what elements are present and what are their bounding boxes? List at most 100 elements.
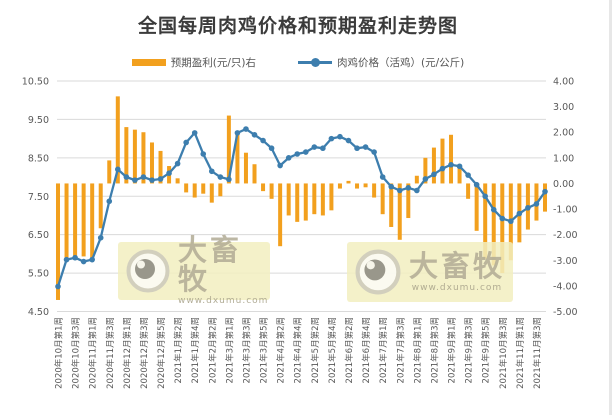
price-marker <box>371 149 377 155</box>
profit-bar <box>457 165 462 184</box>
line-swatch-icon <box>298 58 332 67</box>
profit-bar <box>132 129 137 184</box>
legend-item-profit: 预期盈利(元/只)右 <box>131 55 256 70</box>
price-marker <box>516 210 523 217</box>
watermark-right: 大畜牧 www.dxumu.com <box>347 242 513 302</box>
bar-swatch-icon <box>131 59 166 66</box>
price-marker <box>473 181 480 188</box>
x-tick-label: 2021年9月第5周 <box>481 317 492 383</box>
profit-bar <box>73 183 78 258</box>
y-right-tick-label: -4.00 <box>553 281 578 292</box>
y-right-tick-label: -3.00 <box>553 256 578 267</box>
price-marker <box>345 137 352 144</box>
profit-bar <box>261 183 266 192</box>
y-left-tick-label: 5.50 <box>28 269 49 280</box>
profit-bar <box>90 183 95 258</box>
price-marker <box>508 218 514 225</box>
profit-bar <box>466 183 471 199</box>
profit-bar <box>406 183 411 219</box>
y-left-tick-label: 8.50 <box>28 153 49 164</box>
x-tick-label: 2021年6月第4周 <box>361 317 372 383</box>
price-marker <box>140 174 147 180</box>
price-marker <box>294 151 301 157</box>
price-marker <box>542 188 548 195</box>
legend: 预期盈利(元/只)右 肉鸡价格（活鸡）(元/公斤) <box>0 55 596 70</box>
profit-bar <box>397 183 402 240</box>
x-tick-label: 2020年12月第3周 <box>139 317 150 389</box>
eye-logo-icon <box>126 249 170 293</box>
profit-bar <box>149 142 154 184</box>
price-marker <box>63 256 70 263</box>
price-marker <box>362 144 369 150</box>
profit-bar <box>252 164 257 184</box>
price-line <box>56 127 547 288</box>
watermark-url: www.dxumu.com <box>178 296 269 306</box>
profit-bar <box>474 183 479 231</box>
x-tick-label: 2021年2月第2周 <box>207 317 218 383</box>
x-tick-label: 2021年1月第2周 <box>173 317 184 383</box>
price-marker <box>490 206 497 213</box>
y-right-tick-label: 3.00 <box>553 102 574 113</box>
x-tick-label: 2020年10月第3周 <box>71 317 82 389</box>
profit-bar <box>440 138 445 184</box>
profit-bar <box>209 183 214 203</box>
price-marker <box>396 187 403 194</box>
price-marker <box>337 133 343 140</box>
price-marker <box>448 161 454 168</box>
price-marker <box>260 137 266 144</box>
y-right-tick-label: 1.00 <box>553 153 574 164</box>
x-tick-label: 2021年8月第1周 <box>412 317 423 383</box>
legend-label-price: 肉鸡价格（活鸡）(元/公斤) <box>337 57 465 69</box>
profit-bar <box>355 183 360 189</box>
profit-bar <box>303 183 308 221</box>
price-marker <box>302 149 309 155</box>
x-tick-label: 2021年5月第4周 <box>327 317 338 383</box>
scrollbar-track[interactable] <box>609 0 612 415</box>
x-tick-label: 2021年4月第2周 <box>276 317 287 383</box>
price-marker <box>174 160 181 167</box>
profit-bar <box>243 152 248 184</box>
price-marker <box>379 174 386 180</box>
x-tick-label: 2021年3月第3周 <box>241 317 252 383</box>
y-left-tick-label: 7.50 <box>28 192 49 203</box>
price-marker <box>183 139 189 146</box>
price-marker <box>354 145 360 152</box>
price-marker <box>320 145 326 152</box>
profit-bar <box>329 183 334 211</box>
x-tick-label: 2021年5月第2周 <box>310 317 321 383</box>
x-tick-label: 2021年9月第3周 <box>464 317 475 383</box>
x-tick-label: 2021年3月第1周 <box>224 317 235 383</box>
price-marker <box>243 126 249 132</box>
watermark-left: 大畜牧 www.dxumu.com <box>118 236 270 306</box>
price-marker <box>439 165 446 172</box>
profit-bar <box>56 183 60 300</box>
profit-bar <box>201 183 206 194</box>
profit-bar <box>192 183 197 198</box>
x-tick-label: 2021年8月第3周 <box>429 317 440 383</box>
y-right-tick-label: -2.00 <box>553 230 578 241</box>
price-marker <box>414 187 420 194</box>
price-marker <box>251 131 258 138</box>
price-marker <box>132 177 138 183</box>
price-marker <box>431 171 437 178</box>
profit-bar <box>389 183 394 227</box>
price-marker <box>115 166 121 173</box>
price-marker <box>157 176 164 182</box>
y-right-tick-label: -1.00 <box>553 205 578 216</box>
x-tick-label: 2021年11月第1周 <box>515 317 526 389</box>
profit-bar <box>295 183 300 222</box>
price-marker <box>72 254 78 261</box>
profit-bar <box>423 157 428 184</box>
price-marker <box>499 215 506 222</box>
profit-bar <box>491 183 496 266</box>
x-tick-label: 2021年3月第5周 <box>259 317 270 383</box>
x-tick-label: 2021年7月第1周 <box>378 317 389 383</box>
price-marker <box>106 198 113 205</box>
price-marker <box>149 177 155 183</box>
price-marker <box>285 155 292 161</box>
x-tick-label: 2021年4月第4周 <box>293 317 304 383</box>
x-tick-label: 2021年9月第1周 <box>447 317 458 383</box>
price-marker <box>55 283 61 290</box>
profit-bar <box>414 175 419 184</box>
